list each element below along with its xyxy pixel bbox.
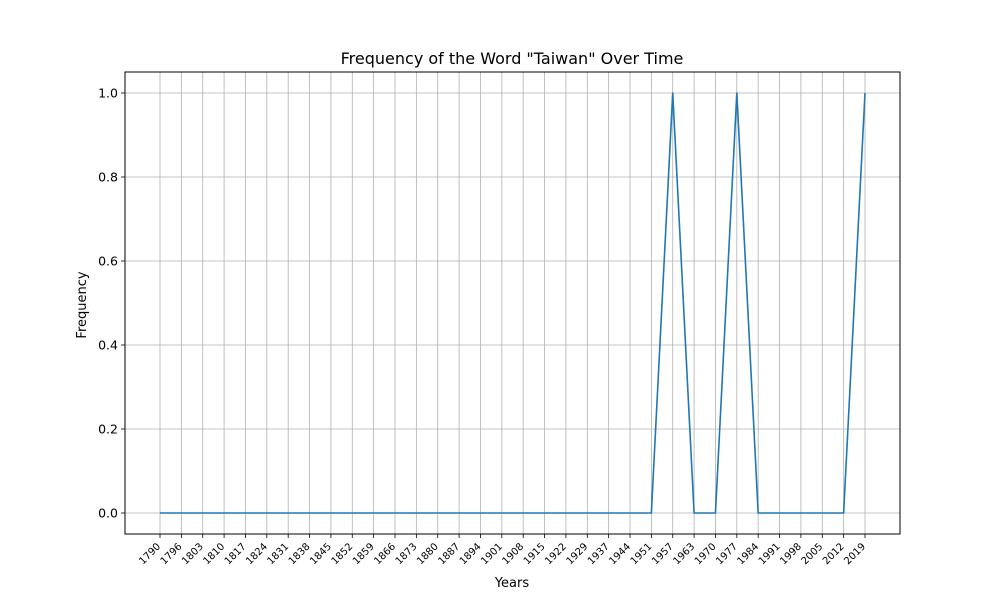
y-tick-label: 0.0 xyxy=(98,506,118,521)
series-line xyxy=(160,92,866,514)
y-tick-label: 1.0 xyxy=(98,86,118,101)
y-tick-label: 0.6 xyxy=(98,254,118,269)
series-layer xyxy=(159,92,866,514)
y-tick-label: 0.4 xyxy=(98,338,118,353)
y-axis: 0.0 0.2 0.4 0.6 0.8 1.0 xyxy=(98,86,125,521)
chart-title: Frequency of the Word "Taiwan" Over Time xyxy=(341,49,684,68)
x-axis-label: Years xyxy=(494,576,530,591)
y-tick-label: 0.2 xyxy=(98,422,118,437)
plot-frame xyxy=(124,71,901,535)
y-axis-label: Frequency xyxy=(75,271,90,338)
grid xyxy=(125,72,900,534)
y-tick-label: 0.8 xyxy=(98,170,118,185)
